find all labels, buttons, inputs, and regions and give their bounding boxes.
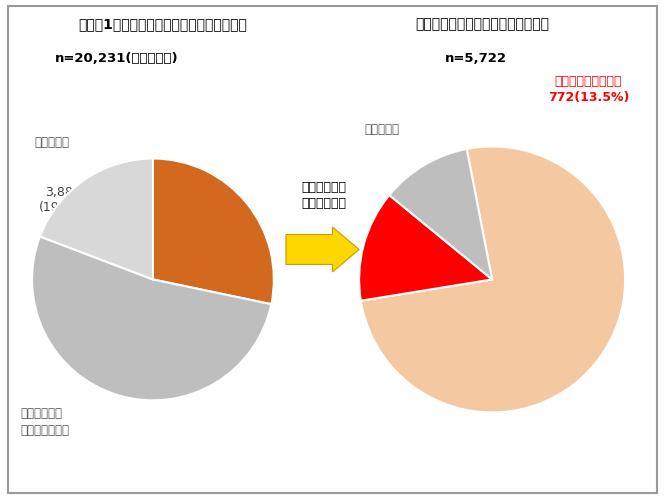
Text: 5,722
(28.4%): 5,722 (28.4%) <box>149 211 213 243</box>
Text: 630
(11.0%): 630 (11.0%) <box>404 171 454 199</box>
Text: 会計ソフトの利用形態（単一回答）: 会計ソフトの利用形態（単一回答） <box>415 17 549 31</box>
Text: n=5,722: n=5,722 <box>444 52 507 65</box>
Wedge shape <box>359 195 492 301</box>
Text: 会計ソフトを
利用していない: 会計ソフトを 利用していない <box>20 407 69 437</box>
Text: 会計ソフトを
利用している: 会計ソフトを 利用している <box>301 181 346 210</box>
Text: 【図表1】会計ソフトの利用率（単一回答）: 【図表1】会計ソフトの利用率（単一回答） <box>78 17 247 31</box>
Wedge shape <box>361 146 625 413</box>
Text: 10,622
(52.5%): 10,622 (52.5%) <box>80 330 132 358</box>
Text: 分からない: 分からない <box>364 123 400 136</box>
Wedge shape <box>32 237 271 400</box>
Text: n=20,231(個人事業主): n=20,231(個人事業主) <box>55 52 178 65</box>
Text: 分からない: 分からない <box>35 136 70 149</box>
Text: PCインストール型
会計ソフト
4,320(75.5%): PCインストール型 会計ソフト 4,320(75.5%) <box>450 296 535 343</box>
Wedge shape <box>389 149 492 279</box>
Wedge shape <box>40 159 153 279</box>
Wedge shape <box>153 159 274 304</box>
Text: 3,887
(19.2%): 3,887 (19.2%) <box>39 186 88 214</box>
Polygon shape <box>286 227 359 272</box>
Text: クラウド会計ソフト
772(13.5%): クラウド会計ソフト 772(13.5%) <box>548 75 629 104</box>
